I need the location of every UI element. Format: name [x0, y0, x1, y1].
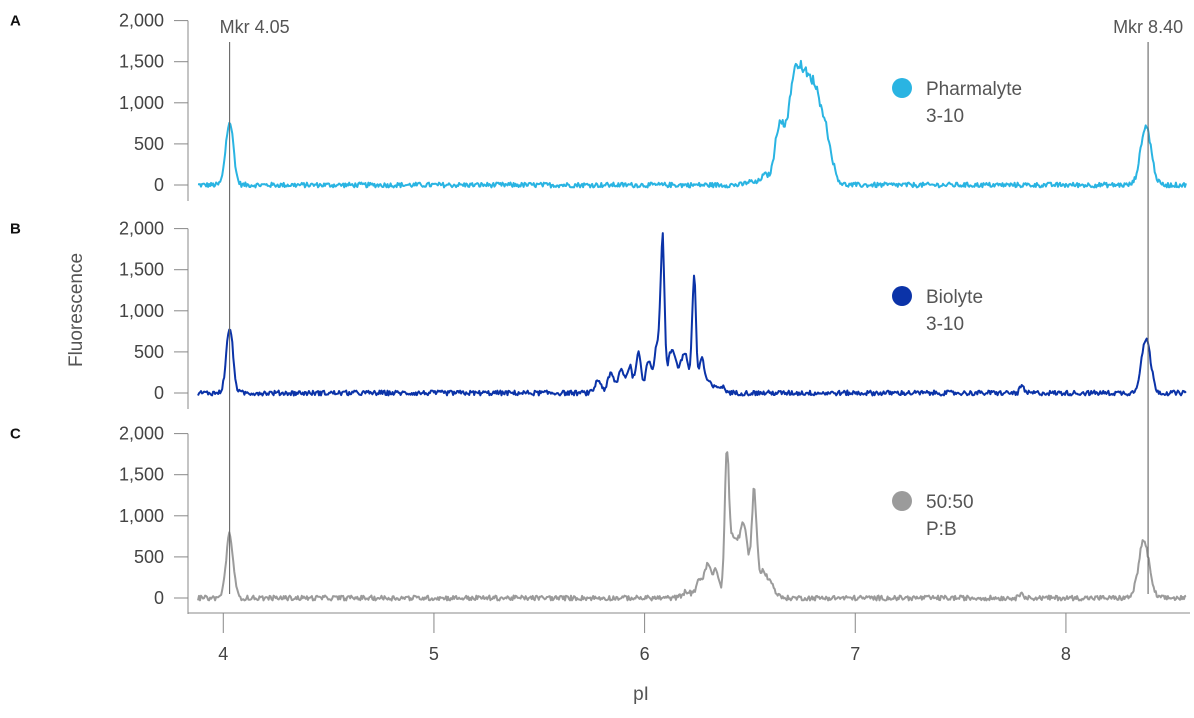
- y-tick-label: 0: [154, 175, 164, 195]
- x-tick-label: 8: [1061, 644, 1071, 664]
- axes-layer: 0 500 1,000 1,500 2,000 A 0 500 1,000 1,500 2,000 B…: [10, 11, 1190, 664]
- x-axis-title: pI: [633, 684, 649, 705]
- legend-swatch-a: [892, 78, 912, 98]
- y-axis-title: Fluorescence: [66, 253, 87, 367]
- legend-swatch-b: [892, 286, 912, 306]
- markers-layer: Mkr 4.05 Mkr 8.40: [220, 17, 1183, 594]
- y-tick-label: 0: [154, 383, 164, 403]
- y-tick-label: 1,500: [119, 52, 164, 72]
- y-tick-label: 2,000: [119, 424, 164, 444]
- series-line-a: [197, 59, 1187, 189]
- panel-label-c: C: [10, 426, 21, 443]
- legend-label-line2: 3-10: [926, 106, 964, 127]
- y-tick-label: 1,500: [119, 465, 164, 485]
- x-tick-label: 7: [850, 644, 860, 664]
- y-tick-label: 2,000: [119, 219, 164, 239]
- y-tick-label: 0: [154, 588, 164, 608]
- panel-label-a: A: [10, 13, 21, 30]
- x-tick-label: 4: [218, 644, 228, 664]
- y-tick-label: 500: [134, 134, 164, 154]
- legend-label-line1: Biolyte: [926, 287, 983, 308]
- legend-label-line1: Pharmalyte: [926, 79, 1022, 100]
- legend-label-line1: 50:50: [926, 492, 974, 513]
- x-tick-label: 6: [640, 644, 650, 664]
- x-tick-label: 5: [429, 644, 439, 664]
- marker-label-1: Mkr 4.05: [220, 17, 290, 37]
- legend-label-line2: 3-10: [926, 314, 964, 335]
- y-tick-label: 2,000: [119, 11, 164, 31]
- legend-layer: Pharmalyte 3-10 Biolyte 3-10 50:50 P:B: [892, 78, 1022, 540]
- y-tick-label: 1,000: [119, 506, 164, 526]
- series-line-c: [197, 451, 1187, 602]
- legend-swatch-c: [892, 491, 912, 511]
- legend-label-line2: P:B: [926, 519, 957, 540]
- y-tick-label: 1,500: [119, 260, 164, 280]
- y-tick-label: 1,000: [119, 301, 164, 321]
- y-tick-label: 1,000: [119, 93, 164, 113]
- y-tick-label: 500: [134, 342, 164, 362]
- marker-label-2: Mkr 8.40: [1113, 17, 1183, 37]
- series-layer: [197, 59, 1187, 602]
- series-line-b: [197, 232, 1187, 397]
- panel-label-b: B: [10, 221, 21, 238]
- y-tick-label: 500: [134, 547, 164, 567]
